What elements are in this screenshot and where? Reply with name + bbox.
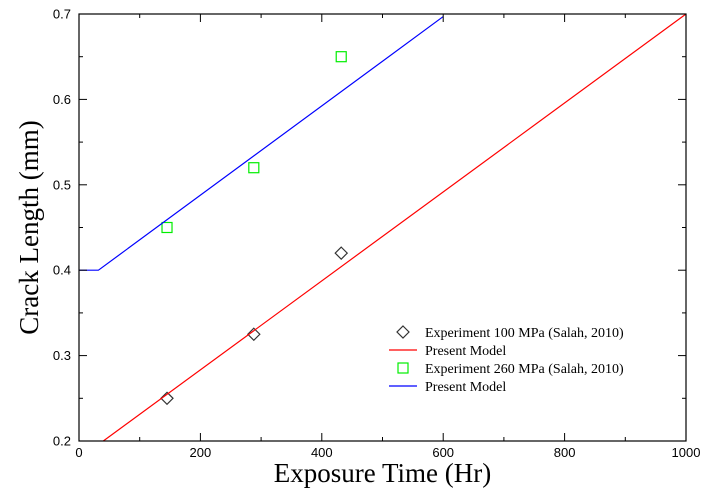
legend-label-0: Experiment 100 MPa (Salah, 2010) — [425, 326, 624, 341]
legend-label-3: Present Model — [425, 380, 506, 395]
x-axis-title: Exposure Time (Hr) — [274, 458, 492, 488]
data-point-0-0 — [160, 391, 174, 406]
legend: Experiment 100 MPa (Salah, 2010) Present … — [389, 325, 624, 395]
y-tick-label: 0.6 — [53, 92, 71, 107]
data-point-2-1 — [248, 162, 260, 174]
series-line-1 — [102, 13, 687, 442]
x-tick-label: 800 — [554, 445, 576, 460]
x-tick-label: 600 — [432, 445, 454, 460]
x-tick-label: 1000 — [672, 445, 701, 460]
y-tick-label: 0.7 — [53, 7, 71, 22]
data-point-2-0 — [161, 221, 173, 234]
x-tick-label: 0 — [75, 445, 82, 460]
y-tick-label: 0.2 — [53, 434, 71, 449]
y-tick-label: 0.4 — [53, 263, 71, 278]
x-axis: 0 200 400 600 800 1000 — [75, 14, 700, 460]
legend-swatch-2 — [397, 362, 409, 374]
data-point-2-2 — [335, 51, 347, 63]
y-axis-title: Crack Length (mm) — [14, 120, 44, 334]
x-tick-label: 400 — [311, 445, 333, 460]
legend-label-1: Present Model — [425, 344, 506, 359]
y-tick-label: 0.3 — [53, 348, 71, 363]
data-point-0-2 — [334, 246, 349, 260]
legend-swatch-0 — [396, 325, 410, 339]
y-tick-label: 0.5 — [53, 177, 71, 192]
legend-label-2: Experiment 260 MPa (Salah, 2010) — [425, 362, 624, 377]
x-tick-label: 200 — [190, 445, 212, 460]
y-axis: 0.2 0.3 0.4 0.5 0.6 0.7 — [53, 7, 686, 449]
data-point-0-1 — [246, 327, 261, 342]
